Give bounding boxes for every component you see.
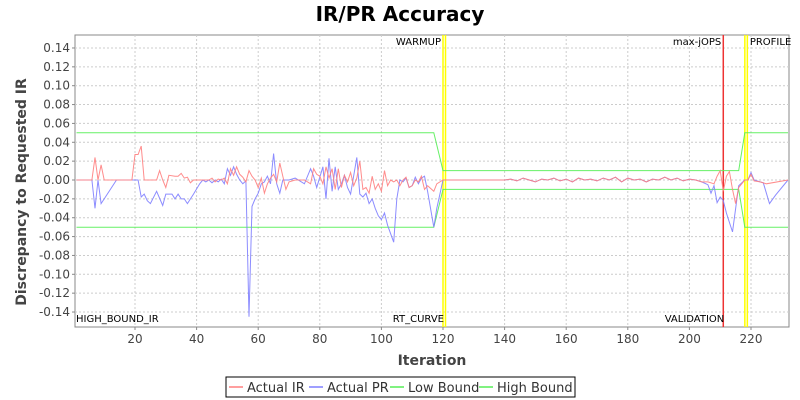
- y-tick-label: -0.06: [39, 230, 70, 244]
- x-tick-label: 140: [493, 332, 516, 346]
- marker-bottom-label: VALIDATION: [665, 314, 725, 325]
- x-tick-label: 180: [616, 332, 639, 346]
- x-tick-label: 120: [432, 332, 455, 346]
- marker-top-label: PROFILE: [750, 37, 791, 48]
- y-tick-label: 0.10: [43, 79, 70, 93]
- series-line-high-bound: [76, 132, 788, 172]
- series: [76, 132, 789, 317]
- y-tick-label: -0.10: [39, 267, 70, 281]
- y-tick-label: 0.08: [43, 98, 70, 112]
- y-tick-label: 0.14: [43, 41, 70, 55]
- y-tick-label: -0.14: [39, 305, 70, 319]
- x-tick-label: 80: [312, 332, 327, 346]
- y-tick-label: 0.02: [43, 154, 70, 168]
- y-axis-label: Discrepancy to Requested IR: [14, 78, 30, 306]
- x-tick-label: 160: [555, 332, 578, 346]
- plot-area: [74, 34, 790, 328]
- marker-top-label: WARMUP: [396, 37, 441, 48]
- y-tick-label: 0.12: [43, 60, 70, 74]
- y-tick-label: -0.02: [39, 192, 70, 206]
- y-tick-label: 0.06: [43, 116, 70, 130]
- legend-label: Actual IR: [247, 381, 305, 396]
- marker-bottom-label: RT_CURVE: [393, 314, 444, 325]
- legend-label: Low Bound: [408, 381, 479, 396]
- x-tick-label: 100: [370, 332, 393, 346]
- corner-label: HIGH_BOUND_IR: [76, 314, 159, 325]
- x-tick-label: 200: [678, 332, 701, 346]
- marker-top-label: max-jOPS: [673, 37, 721, 48]
- ticks: 0.14 0.12 0.10 0.08 0.06 0.04 0.02 0.00 -0.02 -0.…: [39, 41, 763, 346]
- x-tick-label: 20: [127, 332, 142, 346]
- x-tick-label: 220: [740, 332, 763, 346]
- series-line-actual-ir: [76, 145, 789, 204]
- y-tick-label: -0.12: [39, 286, 70, 300]
- series-line-low-bound: [76, 188, 788, 228]
- y-tick-label: -0.08: [39, 248, 70, 262]
- y-tick-label: 0.04: [43, 135, 70, 149]
- chart-title: IR/PR Accuracy: [316, 2, 485, 26]
- legend: Actual IR Actual PR Low Bound High Bound: [225, 376, 576, 398]
- y-tick-label: 0.00: [43, 173, 70, 187]
- x-axis-label: Iteration: [398, 353, 467, 369]
- x-tick-label: 40: [189, 332, 204, 346]
- x-tick-label: 60: [251, 332, 266, 346]
- legend-label: High Bound: [497, 381, 573, 396]
- legend-label: Actual PR: [327, 381, 389, 396]
- y-tick-label: -0.04: [39, 211, 70, 225]
